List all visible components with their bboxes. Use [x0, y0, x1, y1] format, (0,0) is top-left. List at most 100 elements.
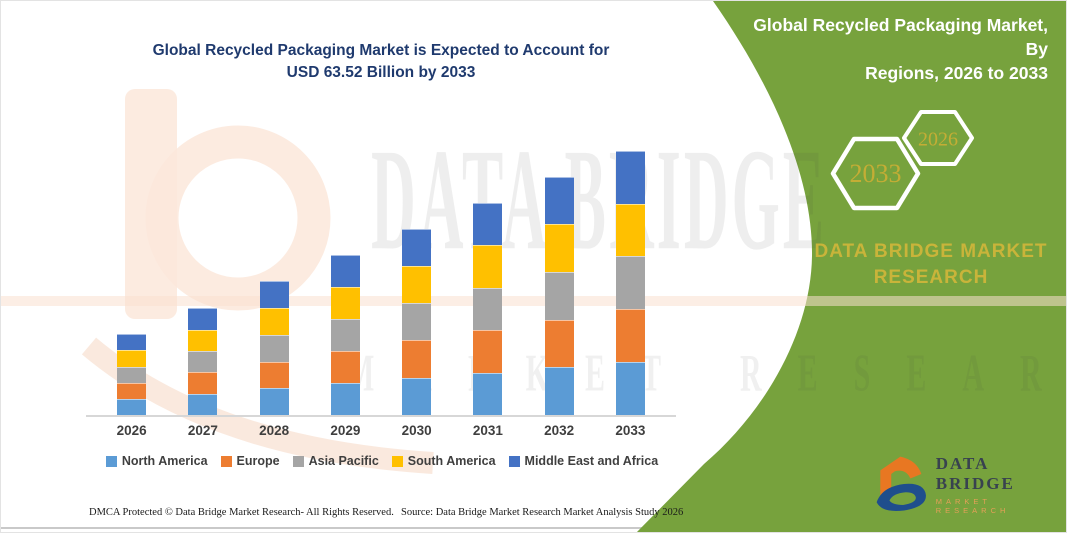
panel-title-line1: Global Recycled Packaging Market, By [753, 15, 1048, 59]
databridge-logo-text: DATA BRIDGE MARKET RESEARCH [936, 454, 1066, 515]
bottom-border-line [1, 527, 1066, 529]
stacked-bar-2031 [473, 202, 503, 415]
x-axis-label-2033: 2033 [615, 423, 646, 438]
chart-title-line2: USD 63.52 Billion by 2033 [286, 64, 476, 81]
panel-brand-line1: DATA BRIDGE MARKET [814, 241, 1048, 262]
bar-segment-asia-pacific [544, 271, 574, 320]
bar-segment-north-america [402, 377, 432, 415]
legend-label-middle-east-and-africa: Middle East and Africa [524, 454, 659, 468]
bar-column-2028 [239, 121, 310, 415]
legend-item-asia-pacific: Asia Pacific [292, 454, 379, 468]
bar-segment-north-america [615, 362, 645, 415]
bar-segment-south-america [473, 245, 503, 288]
x-axis-label-2026: 2026 [116, 423, 147, 438]
bar-segment-middle-east-and-africa [188, 308, 218, 330]
bar-segment-north-america [188, 393, 218, 415]
bar-chart-plot [96, 121, 666, 415]
bar-segment-asia-pacific [330, 319, 360, 352]
logo-subtitle: MARKET RESEARCH [935, 496, 1010, 515]
bar-segment-north-america [330, 383, 360, 415]
bar-segment-europe [259, 361, 289, 389]
panel-title: Global Recycled Packaging Market, By Reg… [728, 13, 1048, 85]
stacked-bar-2027 [188, 308, 218, 415]
x-axis-labels: 2026 2027 2028 2029 2030 2031 2032 2033 [96, 423, 666, 438]
legend-swatch-asia-pacific [292, 455, 304, 467]
logo-title: DATA BRIDGE [935, 453, 1015, 493]
bar-segment-north-america [544, 367, 574, 415]
bar-segment-europe [330, 351, 360, 384]
logo-b-orange [880, 456, 922, 498]
legend-item-middle-east-and-africa: Middle East and Africa [508, 454, 659, 468]
bar-segment-south-america [330, 287, 360, 320]
bar-segment-south-america [259, 308, 289, 335]
bar-segment-south-america [117, 350, 147, 367]
chart-legend: North America Europe Asia Pacific South Ame… [86, 454, 678, 468]
footer-source-text: Source: Data Bridge Market Research Mark… [401, 507, 684, 518]
bar-segment-asia-pacific [188, 351, 218, 373]
bar-segment-europe [544, 319, 574, 368]
bar-column-2033 [595, 121, 666, 415]
panel-title-line2: Regions, 2026 to 2033 [865, 63, 1048, 83]
bar-segment-north-america [259, 388, 289, 415]
footer-dmca-text: DMCA Protected © Data Bridge Market Rese… [89, 507, 394, 518]
panel-brand-line2: RESEARCH [873, 267, 989, 288]
chart-title: Global Recycled Packaging Market is Expe… [86, 40, 676, 84]
legend-swatch-north-america [105, 455, 117, 467]
bar-segment-middle-east-and-africa [615, 150, 645, 204]
bar-column-2031 [452, 121, 523, 415]
bar-segment-middle-east-and-africa [544, 176, 574, 225]
bar-segment-asia-pacific [117, 366, 147, 383]
stacked-bar-2028 [259, 281, 289, 415]
x-axis-label-2028: 2028 [259, 423, 290, 438]
bar-segment-middle-east-and-africa [402, 228, 432, 266]
legend-swatch-middle-east-and-africa [508, 455, 520, 467]
bar-segment-europe [188, 372, 218, 394]
bar-segment-middle-east-and-africa [259, 281, 289, 309]
bar-segment-south-america [188, 329, 218, 352]
bar-column-2027 [167, 121, 238, 415]
legend-label-south-america: South America [407, 454, 496, 468]
legend-label-north-america: North America [121, 454, 208, 468]
bar-column-2026 [96, 121, 167, 415]
x-axis-line [86, 415, 676, 417]
bar-segment-middle-east-and-africa [117, 334, 147, 351]
bar-segment-europe [473, 330, 503, 373]
legend-item-europe: Europe [220, 454, 280, 468]
x-axis-label-2027: 2027 [187, 423, 218, 438]
watermark-b-bowl [145, 125, 331, 311]
chart-title-line1: Global Recycled Packaging Market is Expe… [152, 42, 610, 59]
legend-item-north-america: North America [105, 454, 208, 468]
bar-segment-asia-pacific [615, 256, 645, 310]
bar-segment-middle-east-and-africa [473, 202, 503, 246]
stacked-bar-2026 [117, 334, 147, 415]
stacked-bar-2029 [330, 255, 360, 415]
x-axis-label-2029: 2029 [330, 423, 361, 438]
stacked-bar-2030 [402, 228, 432, 415]
bar-segment-asia-pacific [402, 303, 432, 341]
bar-segment-asia-pacific [259, 334, 289, 362]
x-axis-label-2030: 2030 [401, 423, 432, 438]
bar-segment-europe [402, 340, 432, 378]
logo-b-blue [876, 483, 926, 512]
x-axis-label-2032: 2032 [544, 423, 575, 438]
legend-item-south-america: South America [391, 454, 496, 468]
bar-segment-middle-east-and-africa [330, 255, 360, 288]
bar-column-2030 [381, 121, 452, 415]
bar-segment-north-america [117, 398, 147, 415]
bar-segment-europe [615, 309, 645, 363]
bar-segment-south-america [615, 203, 645, 257]
bar-segment-south-america [402, 265, 432, 304]
legend-swatch-europe [220, 455, 232, 467]
legend-swatch-south-america [391, 455, 403, 467]
legend-label-europe: Europe [236, 454, 280, 468]
bar-segment-south-america [544, 224, 574, 272]
panel-brand-text: DATA BRIDGE MARKET RESEARCH [781, 239, 1066, 291]
x-axis-label-2031: 2031 [472, 423, 503, 438]
stacked-bar-2033 [615, 150, 645, 415]
legend-label-asia-pacific: Asia Pacific [308, 454, 379, 468]
bar-segment-europe [117, 382, 147, 399]
bar-segment-north-america [473, 372, 503, 415]
bar-column-2032 [524, 121, 595, 415]
bar-segment-asia-pacific [473, 287, 503, 331]
